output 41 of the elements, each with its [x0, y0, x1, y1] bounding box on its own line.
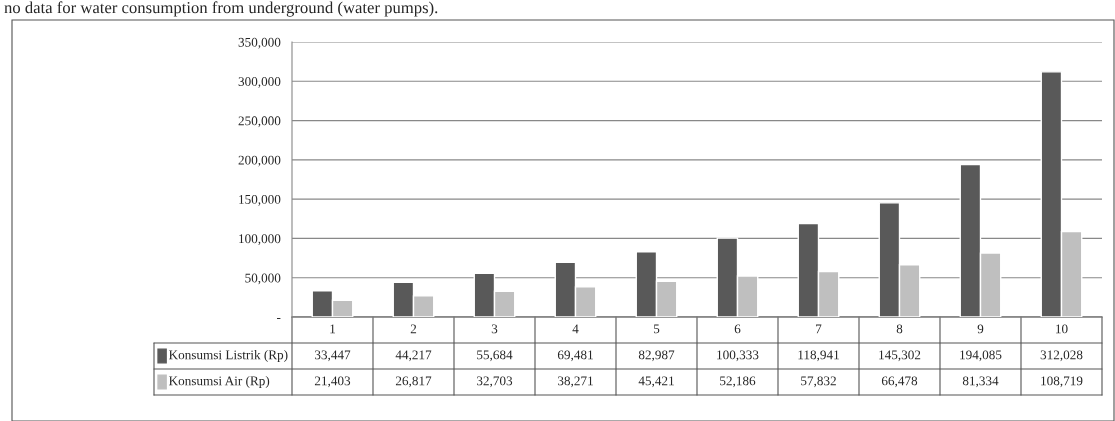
x-tick-label: 5 [653, 324, 660, 334]
data-label: 145,302 [879, 350, 921, 362]
data-label: 45,421 [638, 376, 674, 388]
data-label: 33,447 [314, 350, 351, 362]
y-tick-label: - [276, 317, 281, 319]
legend-label: Konsumsi Listrik (Rp) [168, 350, 288, 362]
legend-label: Konsumsi Air (Rp) [168, 376, 270, 388]
data-label: 312,028 [1040, 350, 1083, 362]
y-tick-label: 50,000 [245, 273, 281, 285]
data-label: 32,703 [476, 376, 513, 388]
data-label: 57,832 [801, 376, 836, 388]
data-label: 194,085 [960, 350, 1002, 362]
data-label: 118,941 [798, 350, 839, 362]
y-tick-label: 200,000 [238, 155, 281, 167]
x-tick-label: 9 [977, 324, 984, 334]
data-label: 100,333 [717, 350, 759, 362]
data-label: 26,817 [395, 376, 432, 388]
data-label: 21,403 [314, 376, 351, 388]
y-tick-label: 100,000 [239, 234, 281, 246]
data-label: 69,481 [557, 350, 593, 362]
x-tick-label: 6 [734, 324, 741, 334]
data-label: 108,719 [1041, 376, 1083, 388]
x-tick-label: 3 [491, 324, 498, 334]
data-label: 81,334 [962, 376, 999, 388]
data-label: 82,987 [638, 350, 675, 362]
y-tick-label: 250,000 [238, 116, 281, 128]
x-tick-label: 7 [816, 324, 822, 334]
y-tick-label: 350,000 [238, 37, 281, 49]
data-label: 52,186 [720, 376, 756, 388]
y-tick-label: 150,000 [239, 194, 281, 206]
x-tick-label: 4 [572, 324, 579, 334]
data-label: 44,217 [395, 350, 432, 362]
data-label: 55,684 [477, 350, 513, 362]
x-tick-label: 8 [896, 324, 903, 334]
x-tick-label: 2 [410, 324, 417, 334]
data-label: 38,271 [557, 376, 593, 388]
x-tick-label: 1 [330, 324, 336, 334]
y-tick-label: 300,000 [238, 77, 281, 88]
data-label: 66,478 [881, 376, 918, 388]
text: no data for water consumption from underground (water pumps). [4, 1, 438, 17]
x-tick-label: 10 [1056, 324, 1068, 334]
